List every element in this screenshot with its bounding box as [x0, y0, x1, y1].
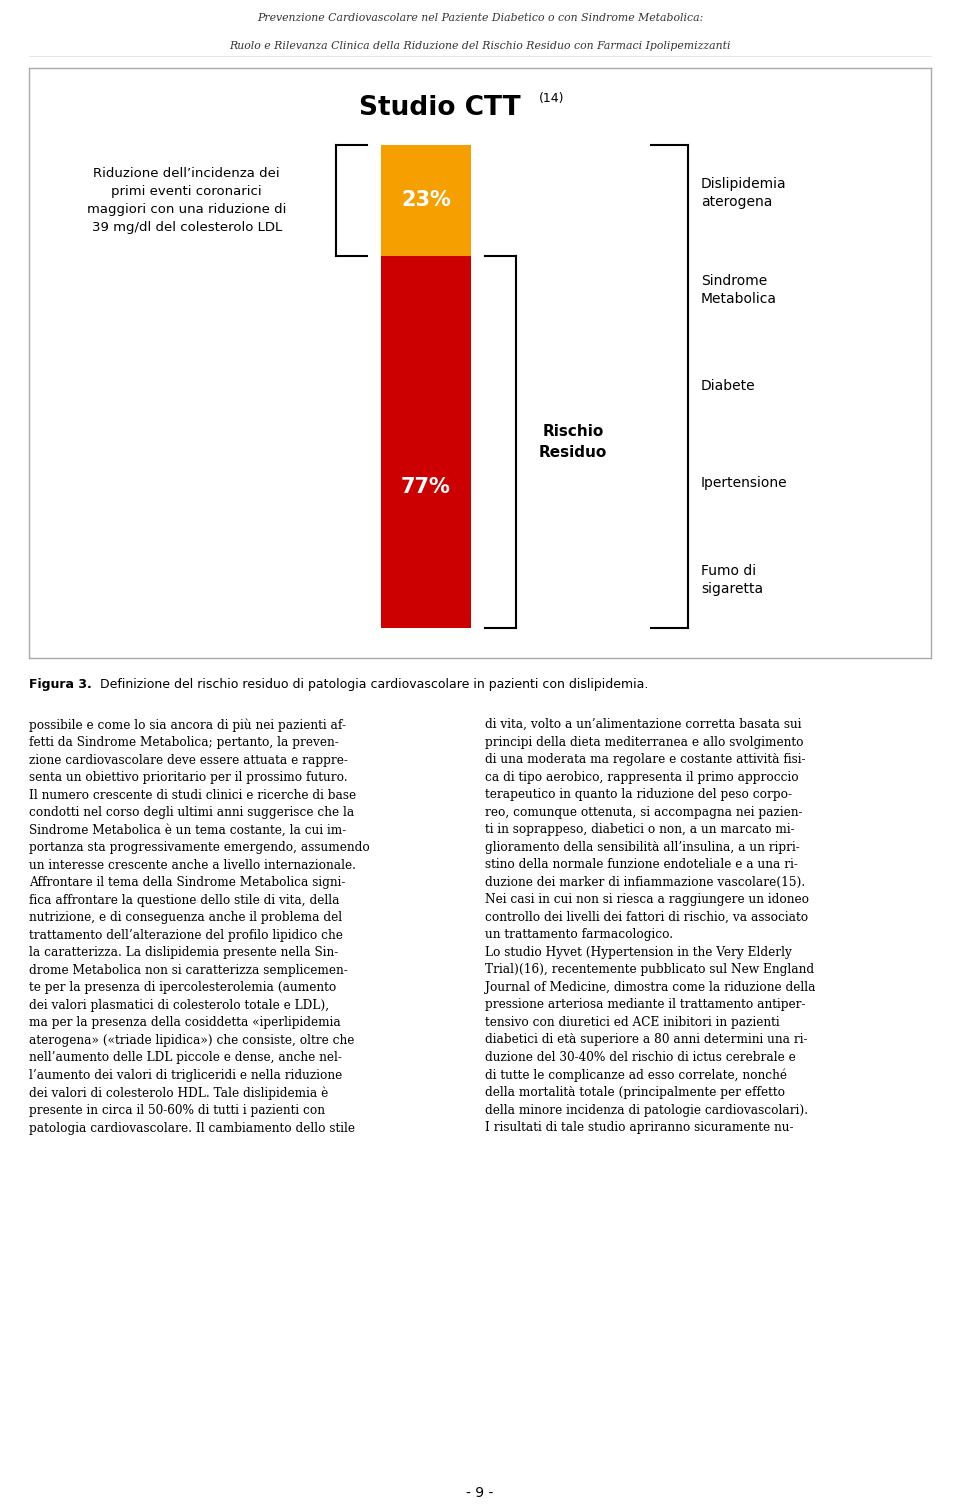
Text: Rischio
Residuo: Rischio Residuo [539, 423, 607, 460]
Bar [381, 145, 471, 256]
Text: 23%: 23% [401, 191, 451, 210]
Text: Prevenzione Cardiovascolare nel Paziente Diabetico o con Sindrome Metabolica:: Prevenzione Cardiovascolare nel Paziente… [257, 12, 703, 23]
Text: Riduzione dell’incidenza dei
primi eventi coronarici
maggiori con una riduzione : Riduzione dell’incidenza dei primi event… [87, 166, 286, 234]
Text: (14): (14) [539, 92, 564, 104]
Text: di vita, volto a un’alimentazione corretta basata sui
principi della dieta medit: di vita, volto a un’alimentazione corret… [485, 718, 815, 1134]
Text: 77%: 77% [401, 476, 451, 497]
Text: Studio CTT: Studio CTT [359, 95, 520, 121]
Text: Diabete: Diabete [701, 380, 756, 393]
Text: Dislipidemia
aterogena: Dislipidemia aterogena [701, 177, 786, 209]
Text: Figura 3.: Figura 3. [29, 677, 91, 691]
Text: Ipertensione: Ipertensione [701, 476, 788, 490]
Bar [381, 256, 471, 629]
Text: Definizione del rischio residuo di patologia cardiovascolare in pazienti con dis: Definizione del rischio residuo di patol… [96, 677, 649, 691]
Text: Sindrome
Metabolica: Sindrome Metabolica [701, 274, 777, 305]
Text: Ruolo e Rilevanza Clinica della Riduzione del Rischio Residuo con Farmaci Ipolip: Ruolo e Rilevanza Clinica della Riduzion… [229, 41, 731, 51]
Text: possibile e come lo sia ancora di più nei pazienti af-
fetti da Sindrome Metabol: possibile e come lo sia ancora di più ne… [29, 718, 370, 1136]
Text: - 9 -: - 9 - [467, 1486, 493, 1500]
Text: Fumo di
sigaretta: Fumo di sigaretta [701, 564, 763, 596]
